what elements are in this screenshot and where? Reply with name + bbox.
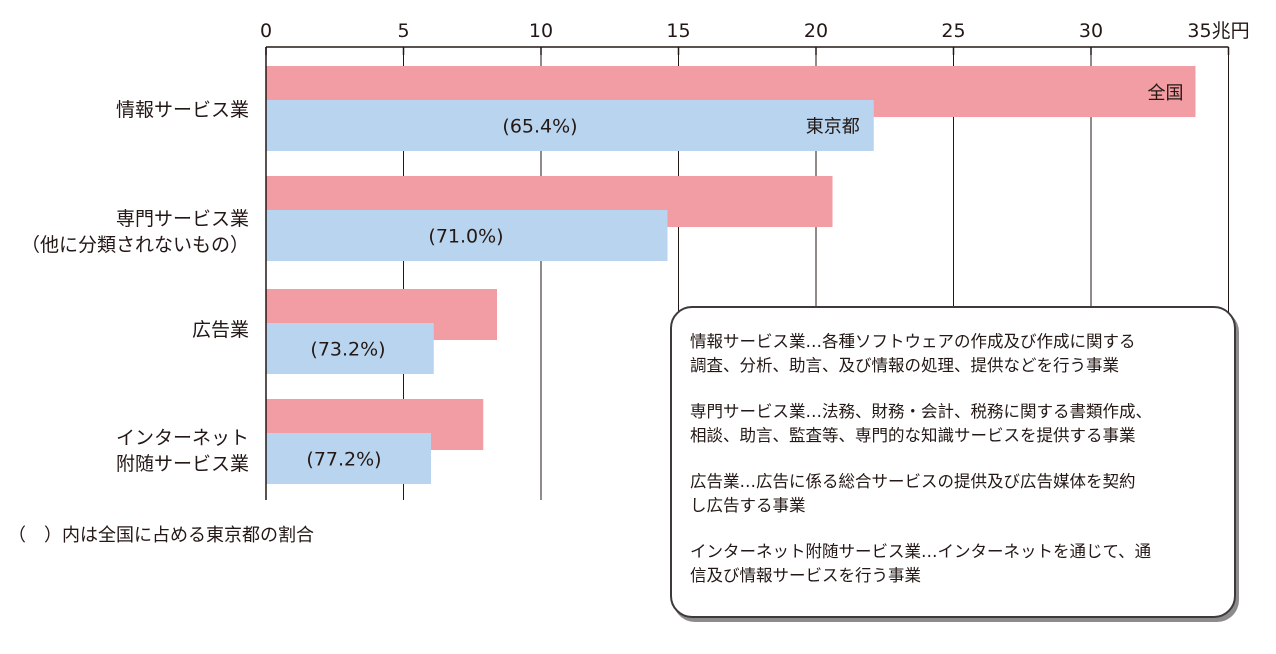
bar-tokyo [266, 100, 874, 151]
share-label: (65.4%) [502, 116, 577, 138]
chart-note: （ ）内は全国に占める東京都の割合 [8, 525, 314, 546]
tick-label: 5 [397, 20, 409, 42]
definition-professional-services: 専門サービス業…法務、財務・会計、税務に関する書類作成、 相談、助言、監査等、専… [690, 402, 1152, 445]
tick-label: 25 [941, 20, 965, 42]
category-label: インターネット [116, 427, 249, 449]
definitions-box: 情報サービス業…各種ソフトウェアの作成及び作成に関する 調査、分析、助言、及び情… [670, 306, 1236, 618]
category-label: （他に分類されないもの） [21, 234, 249, 256]
category-label: 情報サービス業 [116, 99, 249, 121]
legend-national: 全国 [1148, 83, 1184, 104]
bar-tokyo [266, 210, 668, 261]
tick-label: 0 [260, 20, 272, 42]
definition-information-services: 情報サービス業…各種ソフトウェアの作成及び作成に関する 調査、分析、助言、及び情… [690, 332, 1136, 375]
bar-tokyo [266, 323, 434, 374]
category-label: 専門サービス業 [116, 208, 249, 230]
share-label: (73.2%) [310, 339, 385, 361]
share-label: (71.0%) [428, 226, 503, 248]
tick-label: 10 [529, 20, 553, 42]
definition-internet-services: インターネット附随サービス業…インターネットを通じて、通 信及び情報サービスを行… [690, 542, 1152, 585]
tick-label: 35兆円 [1187, 20, 1249, 42]
tick-label: 15 [666, 20, 690, 42]
tick-label: 20 [804, 20, 828, 42]
tick-label: 30 [1079, 20, 1103, 42]
category-label: 附随サービス業 [116, 453, 249, 475]
bar-tokyo [266, 433, 431, 484]
category-label: 広告業 [192, 319, 249, 341]
definition-advertising: 広告業…広告に係る総合サービスの提供及び広告媒体を契約 し広告する事業 [690, 472, 1136, 515]
share-label: (77.2%) [306, 449, 381, 471]
legend-tokyo: 東京都 [806, 117, 860, 138]
